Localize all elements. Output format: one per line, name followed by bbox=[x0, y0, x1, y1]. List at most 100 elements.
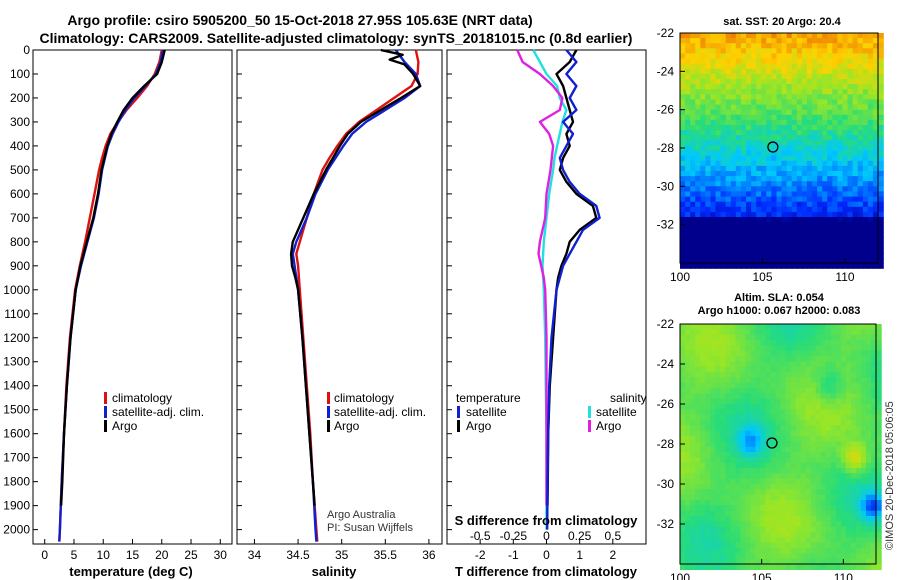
map-cell bbox=[770, 468, 777, 474]
map-cell bbox=[830, 361, 837, 368]
map-cell bbox=[837, 125, 844, 131]
map-cell bbox=[700, 350, 706, 357]
map-cell bbox=[756, 181, 762, 187]
map-cell bbox=[695, 356, 701, 362]
map-cell bbox=[725, 356, 731, 362]
map-cell bbox=[680, 468, 686, 474]
map-cell bbox=[771, 119, 778, 126]
map-cell bbox=[847, 33, 854, 39]
map-cell bbox=[765, 457, 772, 464]
map-cell bbox=[700, 478, 706, 485]
map-cell bbox=[770, 462, 777, 469]
map-cell bbox=[805, 484, 812, 490]
map-cell bbox=[855, 382, 862, 389]
map-cell bbox=[812, 125, 818, 131]
map-cell bbox=[801, 84, 808, 90]
map-cell bbox=[751, 196, 757, 203]
map-cell bbox=[700, 441, 706, 448]
map-cell bbox=[805, 478, 812, 485]
sst-heatmap bbox=[680, 33, 884, 269]
map-cell bbox=[775, 564, 782, 570]
map-cell bbox=[878, 94, 884, 101]
map-cell bbox=[878, 206, 884, 213]
map-cell bbox=[695, 257, 701, 264]
map-cell bbox=[740, 94, 747, 101]
map-cell bbox=[822, 176, 828, 182]
map-cell bbox=[835, 457, 842, 464]
map-cell bbox=[827, 237, 833, 244]
map-cell bbox=[790, 489, 797, 496]
map-cell bbox=[720, 494, 726, 501]
map-cell bbox=[825, 478, 832, 485]
map-cell bbox=[720, 377, 726, 384]
map-cell bbox=[690, 558, 696, 565]
map-cell bbox=[715, 404, 721, 410]
map-cell bbox=[750, 377, 757, 384]
map-cell bbox=[730, 521, 736, 528]
map-cell bbox=[785, 356, 792, 362]
map-cell bbox=[800, 372, 807, 378]
map-cell bbox=[775, 553, 782, 560]
map-cell bbox=[827, 176, 833, 182]
map-cell bbox=[705, 176, 712, 182]
map-cell bbox=[878, 33, 884, 39]
map-cell bbox=[871, 361, 877, 368]
map-cell bbox=[822, 222, 828, 228]
map-cell bbox=[690, 462, 696, 469]
map-cell bbox=[700, 114, 707, 121]
map-cell bbox=[806, 211, 813, 218]
map-cell bbox=[815, 473, 822, 480]
map-cell bbox=[845, 537, 852, 544]
map-cell bbox=[700, 382, 706, 389]
map-cell bbox=[825, 436, 832, 442]
map-cell bbox=[857, 191, 864, 198]
map-cell bbox=[786, 73, 793, 80]
map-cell bbox=[776, 222, 783, 228]
map-cell bbox=[800, 537, 807, 544]
map-cell bbox=[837, 150, 844, 157]
map-cell bbox=[771, 242, 778, 249]
map-cell bbox=[837, 181, 844, 187]
map-cell bbox=[820, 478, 827, 485]
map-cell bbox=[771, 181, 778, 187]
map-cell bbox=[855, 393, 862, 400]
map-cell bbox=[766, 176, 773, 182]
map-cell bbox=[695, 119, 701, 126]
map-cell bbox=[735, 521, 741, 528]
map-cell bbox=[835, 462, 842, 469]
map-cell bbox=[690, 340, 696, 346]
map-cell bbox=[878, 48, 884, 55]
map-cell bbox=[761, 119, 767, 126]
map-cell bbox=[771, 155, 778, 162]
map-cell bbox=[815, 377, 822, 384]
map-cell bbox=[745, 324, 751, 330]
map-cell bbox=[876, 553, 882, 560]
map-cell bbox=[695, 150, 701, 157]
map-cell bbox=[832, 171, 839, 177]
map-cell bbox=[806, 104, 813, 111]
map-cell bbox=[842, 43, 849, 49]
map-cell bbox=[735, 372, 741, 378]
map-cell bbox=[845, 516, 852, 522]
map-cell bbox=[796, 130, 803, 136]
y-tick-label: 300 bbox=[10, 115, 30, 129]
y-tick-label: 700 bbox=[10, 211, 30, 225]
map-cell bbox=[835, 446, 842, 453]
map-cell bbox=[700, 201, 707, 208]
map-cell bbox=[845, 521, 852, 528]
map-cell bbox=[765, 500, 772, 506]
map-cell bbox=[791, 104, 798, 111]
map-cell bbox=[840, 345, 847, 352]
sla-ticks: 100 105 110-22-24-26-28-30-32 bbox=[657, 317, 854, 580]
map-cell bbox=[832, 237, 839, 244]
map-cell bbox=[878, 53, 884, 60]
map-cell bbox=[740, 206, 747, 213]
map-cell bbox=[700, 414, 706, 421]
map-cell bbox=[771, 48, 778, 55]
map-cell bbox=[730, 553, 736, 560]
map-cell bbox=[835, 388, 842, 394]
map-cell bbox=[832, 38, 839, 44]
map-cell bbox=[842, 114, 849, 121]
map-cell bbox=[700, 257, 707, 264]
map-cell bbox=[775, 398, 782, 405]
